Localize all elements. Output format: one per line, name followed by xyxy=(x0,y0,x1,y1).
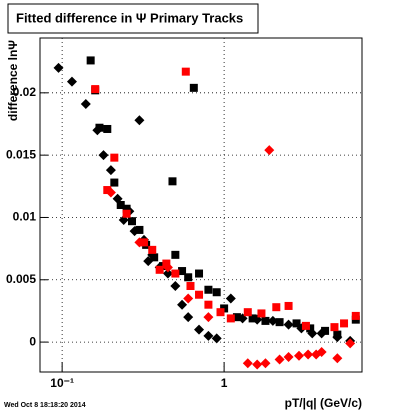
chart-title: Fitted difference in Ψ Primary Tracks xyxy=(16,10,243,25)
plot-frame xyxy=(39,37,363,373)
point xyxy=(345,338,356,349)
point xyxy=(103,186,112,195)
point xyxy=(321,326,330,335)
point xyxy=(134,115,145,126)
point xyxy=(232,313,241,322)
point xyxy=(194,324,205,335)
point xyxy=(135,225,144,234)
footer: Wed Oct 8 18:18:20 2014 xyxy=(4,402,86,409)
point xyxy=(178,267,187,276)
point xyxy=(248,314,257,323)
point xyxy=(189,83,198,92)
point xyxy=(162,262,173,273)
point xyxy=(183,312,194,323)
point xyxy=(274,354,285,365)
point xyxy=(252,359,263,370)
point xyxy=(226,314,235,323)
y-tick-label: 0.015 xyxy=(6,147,36,161)
point xyxy=(204,285,213,294)
x-axis-label: pT/|q| (GeV/c) xyxy=(285,396,362,410)
point xyxy=(162,259,171,268)
point xyxy=(301,321,310,330)
x-tick-label: 1 xyxy=(221,376,228,390)
point xyxy=(168,177,177,186)
point xyxy=(225,293,236,304)
point xyxy=(162,268,173,279)
point xyxy=(80,99,91,110)
point xyxy=(260,358,271,369)
point xyxy=(110,153,119,162)
y-tick-label: 0.005 xyxy=(6,272,36,286)
point xyxy=(211,333,222,344)
point xyxy=(333,330,342,339)
point xyxy=(195,290,204,299)
point xyxy=(316,347,327,358)
point xyxy=(186,282,195,291)
point xyxy=(155,265,164,274)
point xyxy=(110,178,119,187)
point xyxy=(261,316,270,325)
point xyxy=(86,56,95,65)
point xyxy=(292,319,301,328)
y-tick-label: 0.02 xyxy=(13,85,37,99)
point xyxy=(267,315,278,326)
point xyxy=(171,269,180,278)
point xyxy=(177,299,188,310)
point xyxy=(170,281,181,292)
point xyxy=(243,308,252,317)
y-tick-label: 0.01 xyxy=(13,210,37,224)
point xyxy=(116,201,125,209)
point xyxy=(66,76,77,87)
point xyxy=(306,324,315,333)
point xyxy=(264,145,275,156)
y-axis-label: difference lnΨ xyxy=(6,40,20,121)
point xyxy=(103,124,112,133)
point xyxy=(105,187,116,198)
point xyxy=(91,85,100,94)
point xyxy=(53,62,64,73)
point xyxy=(332,353,343,364)
point xyxy=(195,269,204,278)
point xyxy=(351,311,360,320)
point xyxy=(272,303,281,312)
point xyxy=(284,301,293,310)
point xyxy=(294,350,305,361)
point xyxy=(203,330,214,341)
point xyxy=(283,352,294,363)
point xyxy=(122,204,131,213)
point xyxy=(181,67,190,76)
point xyxy=(148,245,157,254)
point xyxy=(203,312,214,323)
point xyxy=(134,237,145,248)
point xyxy=(98,150,109,161)
point xyxy=(330,323,339,332)
point xyxy=(340,319,349,328)
point xyxy=(183,293,194,304)
point xyxy=(216,308,225,317)
point xyxy=(212,288,221,297)
y-tick-label: 0 xyxy=(29,334,36,348)
point xyxy=(242,358,253,369)
point xyxy=(283,319,294,330)
point xyxy=(171,250,180,259)
point xyxy=(204,300,213,309)
x-tick-label: 10⁻¹ xyxy=(50,376,74,390)
point xyxy=(275,318,284,327)
point xyxy=(122,209,131,218)
point xyxy=(184,273,193,282)
point xyxy=(105,165,116,176)
point xyxy=(257,309,266,318)
point xyxy=(303,349,314,360)
point xyxy=(150,253,159,262)
title-box xyxy=(7,3,259,34)
point xyxy=(95,123,104,132)
point xyxy=(128,217,137,226)
